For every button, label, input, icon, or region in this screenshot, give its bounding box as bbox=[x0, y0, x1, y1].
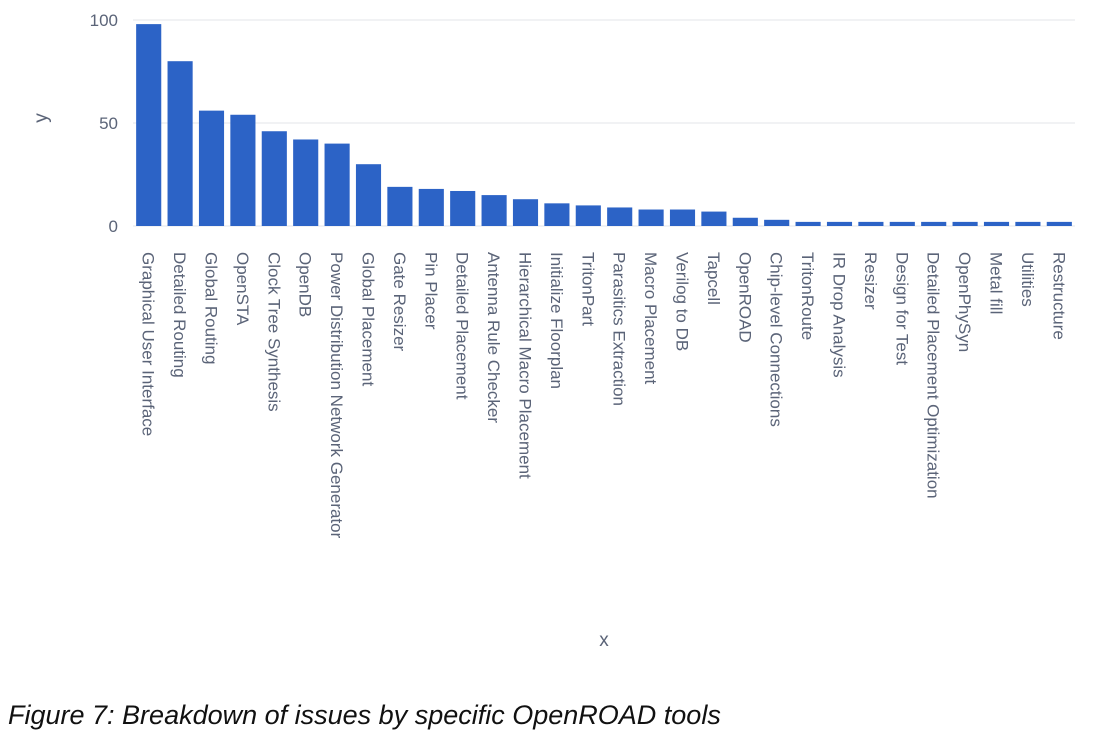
x-tick-label: Detailed Placement bbox=[453, 252, 472, 400]
bar bbox=[481, 195, 507, 226]
x-tick-label: Resizer bbox=[861, 252, 880, 310]
bar bbox=[889, 221, 915, 226]
bar bbox=[983, 221, 1010, 226]
bar bbox=[701, 211, 727, 226]
bar bbox=[952, 221, 978, 226]
x-tick-label: Utilities bbox=[1018, 252, 1037, 307]
y-axis-title: y bbox=[31, 113, 52, 123]
x-tick-label: OpenSTA bbox=[233, 252, 252, 326]
x-tick-label: OpenDB bbox=[296, 252, 315, 317]
x-tick-label: Power Distribution Network Generator bbox=[327, 252, 346, 539]
x-tick-label: Gate Resizer bbox=[390, 252, 409, 352]
bar bbox=[669, 209, 696, 226]
bar bbox=[732, 217, 758, 226]
x-tick-label: Verilog to DB bbox=[673, 252, 692, 351]
bar bbox=[512, 199, 539, 226]
x-tick-label: Detailed Routing bbox=[170, 252, 189, 378]
bar bbox=[355, 164, 382, 226]
x-tick-label: Chip-level Connections bbox=[767, 252, 786, 427]
x-tick-label: TritonPart bbox=[578, 252, 597, 326]
x-tick-label: OpenPhySyn bbox=[955, 252, 974, 352]
y-tick-labels: 0 50 100 bbox=[90, 11, 118, 236]
bar bbox=[858, 221, 884, 226]
x-tick-label: Clock Tree Synthesis bbox=[264, 252, 283, 412]
bar bbox=[261, 131, 287, 226]
bar bbox=[1015, 221, 1041, 226]
x-tick-label: Parasitics Extraction bbox=[610, 252, 629, 406]
bar bbox=[826, 221, 853, 226]
bar bbox=[764, 219, 790, 226]
bar bbox=[544, 203, 570, 226]
bar bbox=[324, 143, 350, 226]
bar bbox=[795, 221, 821, 226]
bar bbox=[575, 205, 601, 226]
x-tick-label: Tapcell bbox=[704, 252, 723, 305]
bar bbox=[167, 61, 193, 227]
bar bbox=[921, 221, 947, 226]
x-tick-label: Graphical User Interface bbox=[139, 252, 158, 436]
x-tick-label: Antenna Rule Checker bbox=[484, 252, 503, 423]
x-axis-title: x bbox=[599, 630, 609, 651]
x-tick-label: Detailed Placement Optimization bbox=[924, 252, 943, 499]
x-tick-label: Metal fill bbox=[987, 252, 1006, 314]
bar bbox=[293, 139, 319, 226]
x-tick-label: TritonRoute bbox=[798, 252, 817, 340]
x-tick-label: Design for Test bbox=[892, 252, 911, 365]
bar bbox=[450, 190, 476, 226]
bar bbox=[1046, 221, 1072, 226]
x-tick-label: Hierarchical Macro Placement bbox=[516, 252, 535, 479]
y-tick-label: 50 bbox=[99, 114, 118, 133]
x-tick-label: Global Placement bbox=[359, 252, 378, 386]
gridlines bbox=[133, 19, 1075, 227]
bar bbox=[387, 186, 413, 226]
x-tick-labels: Graphical User Interface Detailed Routing… bbox=[139, 252, 1069, 539]
x-tick-label: Initialize Floorplan bbox=[547, 252, 566, 389]
bar bbox=[230, 114, 256, 226]
figure-caption: Figure 7: Breakdown of issues by specifi… bbox=[8, 700, 721, 730]
x-tick-label: Pin Placer bbox=[421, 252, 440, 330]
bar bbox=[638, 209, 664, 226]
x-tick-label: Restructure bbox=[1049, 252, 1068, 340]
bar bbox=[136, 24, 162, 227]
x-tick-label: Global Routing bbox=[202, 252, 221, 364]
bars bbox=[136, 24, 1072, 227]
x-tick-label: IR Drop Analysis bbox=[830, 252, 849, 378]
y-tick-label: 100 bbox=[90, 11, 118, 30]
bar bbox=[198, 110, 225, 226]
x-tick-label: OpenROAD bbox=[735, 252, 754, 343]
x-tick-label: Macro Placement bbox=[641, 252, 660, 385]
bar-chart: 0 50 100 Graphical User Interface Detailed … bbox=[31, 11, 1075, 651]
bar bbox=[418, 188, 444, 226]
y-tick-label: 0 bbox=[109, 217, 118, 236]
bar bbox=[607, 207, 633, 226]
